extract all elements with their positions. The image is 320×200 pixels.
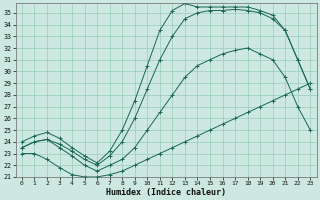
X-axis label: Humidex (Indice chaleur): Humidex (Indice chaleur) [106, 188, 226, 197]
